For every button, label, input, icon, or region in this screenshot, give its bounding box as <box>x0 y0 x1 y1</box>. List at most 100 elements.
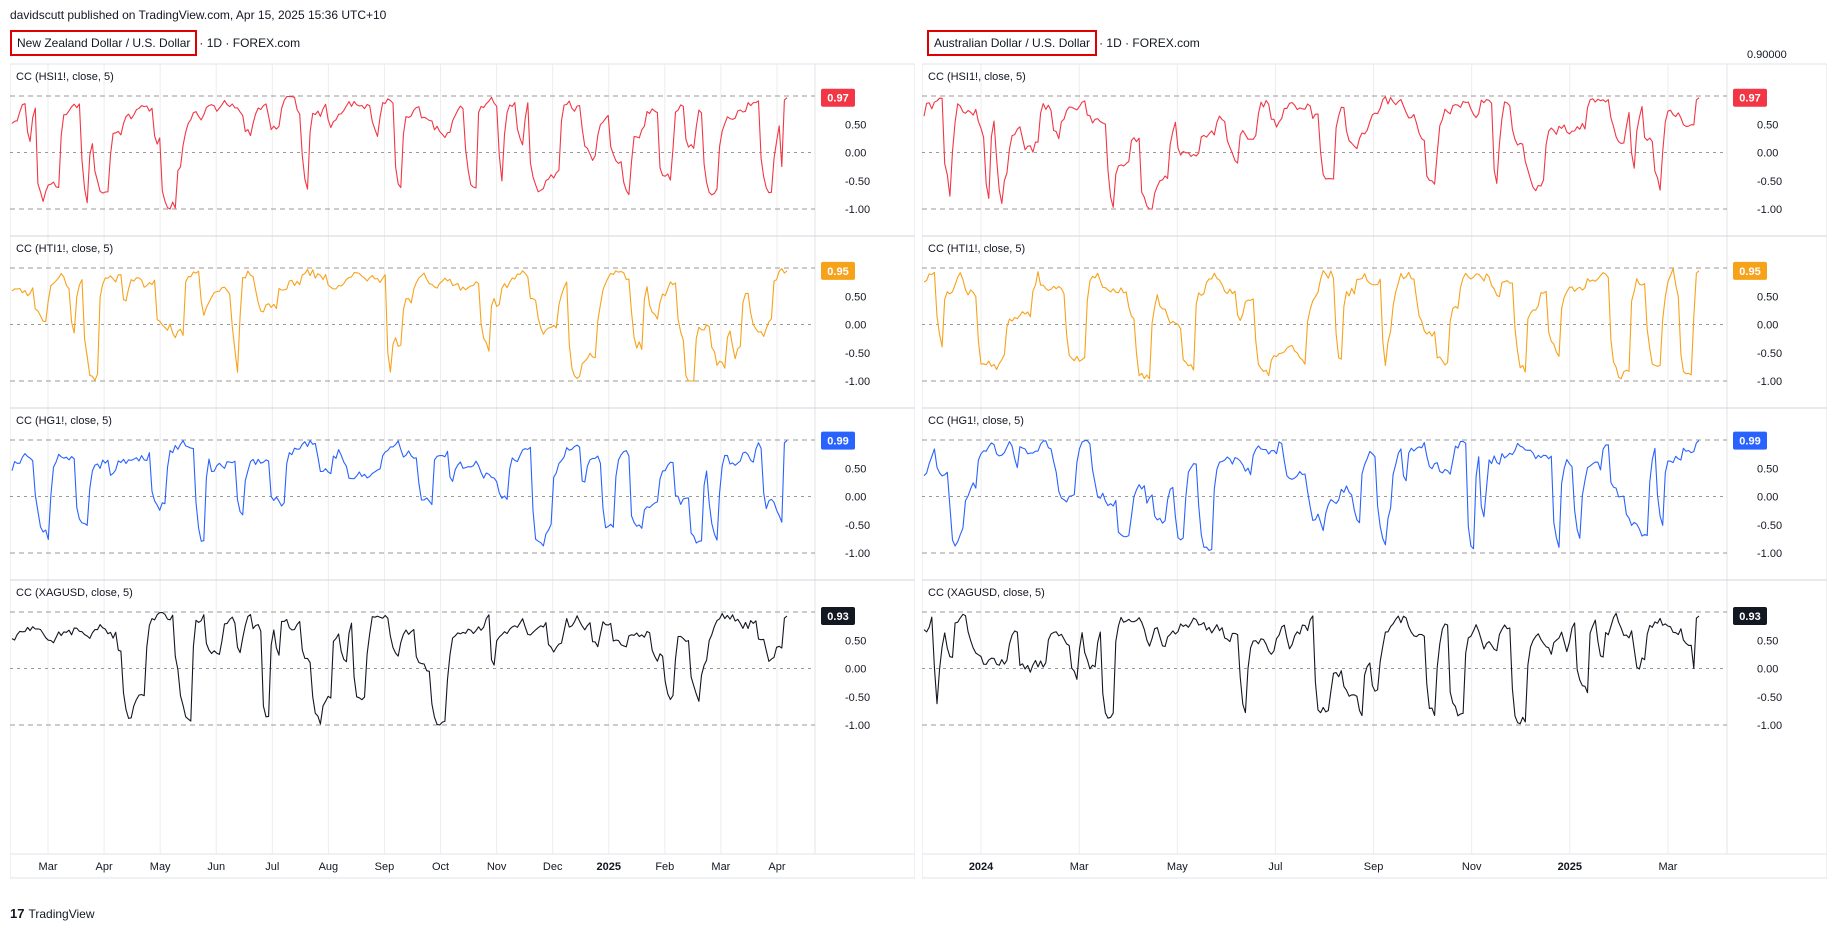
x-axis-tick-label: Oct <box>432 861 449 873</box>
y-axis-tick-label: 0.50 <box>1757 291 1778 303</box>
last-value-badge <box>1733 431 1767 450</box>
y-axis-tick-label: -1.00 <box>1757 204 1782 216</box>
last-value-badge <box>1733 606 1767 625</box>
x-axis-tick-label: Aug <box>319 861 339 873</box>
x-axis-tick-label: Apr <box>96 861 113 873</box>
chart-frame <box>922 63 1827 879</box>
y-axis-tick-label: 0.50 <box>845 463 866 475</box>
y-axis-tick-label: 0.50 <box>845 291 866 303</box>
last-value-badge <box>821 431 855 450</box>
y-axis-tick-label: 0.00 <box>845 320 866 332</box>
x-axis-tick-label: Mar <box>711 861 730 873</box>
aud-usd-chart-panel[interactable]: Australian Dollar / U.S. Dollar · 1D · FO… <box>922 24 1827 894</box>
last-value-text: 0.95 <box>827 266 848 278</box>
correlation-series-line <box>11 440 788 547</box>
x-axis-tick-label: Mar <box>1658 861 1677 873</box>
x-axis-tick-label: Mar <box>1070 861 1089 873</box>
x-axis-tick-label: Sep <box>1364 861 1384 873</box>
indicator-label: CC (XAGUSD, close, 5) <box>16 587 133 599</box>
x-axis-tick-label: Nov <box>487 861 507 873</box>
correlation-series-line <box>11 612 788 726</box>
correlation-series-line <box>11 268 788 382</box>
x-axis-tick-label: Apr <box>768 861 785 873</box>
x-axis-tick-label: Jul <box>1268 861 1282 873</box>
x-axis-tick-label: Jun <box>207 861 225 873</box>
x-axis-tick-label: 2024 <box>969 861 994 873</box>
correlation-series-line <box>11 96 788 210</box>
y-axis-tick-label: 0.50 <box>845 119 866 131</box>
y-axis-tick-label: 0.50 <box>1757 463 1778 475</box>
indicator-label: CC (HSI1!, close, 5) <box>16 71 114 83</box>
y-axis-tick-label: -0.50 <box>1757 348 1782 360</box>
panel-title[interactable]: New Zealand Dollar / U.S. Dollar · 1D · F… <box>10 30 300 56</box>
correlation-series-line <box>923 612 1700 725</box>
last-value-badge <box>821 606 855 625</box>
indicator-label: CC (HG1!, close, 5) <box>16 415 112 427</box>
x-axis-tick-label: Feb <box>655 861 674 873</box>
publish-header: davidscutt published on TradingView.com,… <box>10 8 387 22</box>
y-axis-tick-label: 0.50 <box>845 635 866 647</box>
chart-frame <box>10 63 915 879</box>
x-axis-tick-label: 2025 <box>1558 861 1582 873</box>
y-axis-tick-label: 0.00 <box>1757 664 1778 676</box>
y-axis-tick-label: -1.00 <box>1757 720 1782 732</box>
tradingview-logo-icon: 17 <box>10 906 25 921</box>
last-value-text: 0.93 <box>1739 611 1760 623</box>
x-axis-tick-label: Nov <box>1462 861 1482 873</box>
y-axis-tick-label: -0.50 <box>1757 176 1782 188</box>
correlation-series-line <box>923 440 1700 551</box>
y-axis-tick-label: 0.00 <box>845 492 866 504</box>
y-axis-tick-label: -0.50 <box>1757 520 1782 532</box>
last-value-text: 0.95 <box>1739 266 1760 278</box>
indicator-label: CC (HTI1!, close, 5) <box>928 243 1025 255</box>
last-value-badge <box>821 261 855 280</box>
y-axis-tick-label: 0.00 <box>845 148 866 160</box>
y-axis-tick-label: -0.50 <box>845 176 870 188</box>
y-axis-tick-label: -1.00 <box>845 720 870 732</box>
indicator-label: CC (HTI1!, close, 5) <box>16 243 113 255</box>
y-axis-tick-label: -1.00 <box>845 376 870 388</box>
indicator-label: CC (HSI1!, close, 5) <box>928 71 1026 83</box>
last-value-badge <box>821 88 855 107</box>
x-axis-tick-label: Jul <box>265 861 279 873</box>
y-axis-tick-label: -0.50 <box>845 348 870 360</box>
last-value-badge <box>1733 88 1767 107</box>
symbol-title-highlight[interactable]: Australian Dollar / U.S. Dollar <box>927 30 1098 56</box>
tradingview-footer[interactable]: 17 TradingView <box>10 906 95 921</box>
aud-indicator-chart[interactable]: 0.90000 2024 Mar May Jul Sep Nov 2025 Mar CC (HSI… <box>922 24 1827 894</box>
last-value-text: 0.99 <box>1739 436 1760 448</box>
y-axis-tick-label: -1.00 <box>845 204 870 216</box>
correlation-series-line <box>923 268 1700 380</box>
y-axis-tick-label: 0.00 <box>1757 492 1778 504</box>
symbol-interval-source: · 1D · FOREX.com <box>1099 36 1200 50</box>
x-axis-tick-label: 2025 <box>597 861 621 873</box>
x-axis-tick-label: May <box>150 861 171 873</box>
y-axis-tick-label: -1.00 <box>1757 376 1782 388</box>
x-axis-tick-label: Mar <box>39 861 58 873</box>
correlation-series-line <box>923 96 1700 210</box>
y-axis-tick-label: -0.50 <box>845 520 870 532</box>
nzd-usd-chart-panel[interactable]: New Zealand Dollar / U.S. Dollar · 1D · F… <box>10 24 915 894</box>
y-axis-tick-label: -1.00 <box>1757 548 1782 560</box>
y-axis-tick-label: 0.00 <box>1757 148 1778 160</box>
y-axis-tick-label: 0.50 <box>1757 119 1778 131</box>
panel-title[interactable]: Australian Dollar / U.S. Dollar · 1D · FO… <box>927 30 1200 56</box>
last-value-text: 0.97 <box>827 93 848 105</box>
nzd-indicator-chart[interactable]: Mar Apr May Jun Jul Aug Sep Oct Nov Dec 2025 Feb Mar… <box>10 24 915 894</box>
last-value-text: 0.99 <box>827 436 848 448</box>
indicator-label: CC (HG1!, close, 5) <box>928 415 1024 427</box>
symbol-title-highlight[interactable]: New Zealand Dollar / U.S. Dollar <box>10 30 198 56</box>
y-axis-tick-label: -0.50 <box>1757 692 1782 704</box>
indicator-label: CC (XAGUSD, close, 5) <box>928 587 1045 599</box>
y-axis-tick-label: -1.00 <box>845 548 870 560</box>
symbol-interval-source: · 1D · FOREX.com <box>199 36 301 50</box>
y-axis-tick-label: 0.50 <box>1757 635 1778 647</box>
tradingview-brand: TradingView <box>28 906 95 921</box>
price-scale-label: 0.90000 <box>1747 49 1787 61</box>
x-axis-tick-label: Sep <box>375 861 395 873</box>
last-value-text: 0.93 <box>827 611 848 623</box>
y-axis-tick-label: 0.00 <box>1757 320 1778 332</box>
x-axis-tick-label: Dec <box>543 861 563 873</box>
y-axis-tick-label: 0.00 <box>845 664 866 676</box>
last-value-badge <box>1733 261 1767 280</box>
